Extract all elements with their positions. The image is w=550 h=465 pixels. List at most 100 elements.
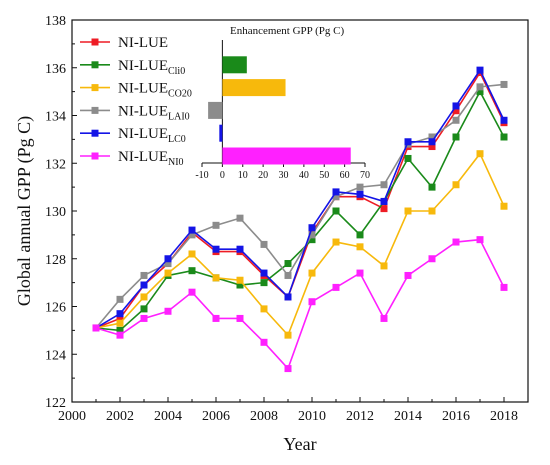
series-line-3	[95, 83, 505, 329]
series-point-5	[212, 314, 220, 322]
series-point-5	[92, 324, 100, 332]
inset-x-tick-label: 50	[319, 170, 329, 181]
inset-x-tick-label: -10	[195, 170, 208, 181]
series-point-5	[164, 307, 172, 315]
series-point-2	[356, 243, 364, 251]
legend-subscript-2: CO20	[168, 89, 192, 100]
series-point-1	[140, 305, 148, 313]
series-point-4	[404, 138, 412, 146]
series-point-5	[356, 269, 364, 277]
series-point-3	[140, 271, 148, 279]
series-point-4	[212, 245, 220, 253]
series-point-4	[260, 269, 268, 277]
series-point-3	[116, 295, 124, 303]
inset-bar-2	[222, 79, 286, 97]
series-point-3	[284, 271, 292, 279]
inset-x-tick-label: 40	[299, 170, 309, 181]
series-point-4	[116, 310, 124, 318]
series-point-1	[308, 236, 316, 244]
series-point-4	[188, 226, 196, 234]
series-point-5	[476, 236, 484, 244]
y-tick-label: 126	[45, 301, 66, 316]
series-point-2	[476, 150, 484, 158]
series-point-5	[428, 255, 436, 263]
series-point-4	[308, 224, 316, 232]
series-point-4	[452, 102, 460, 110]
x-axis-title: Year	[283, 434, 316, 454]
legend-marker-0	[91, 38, 99, 46]
series-point-3	[188, 231, 196, 239]
legend-label-1: NI-LUECli0	[118, 58, 185, 77]
series-point-2	[260, 305, 268, 313]
series-point-1	[356, 231, 364, 239]
series-point-3	[356, 183, 364, 191]
x-tick-label: 2018	[490, 409, 518, 424]
series-point-1	[332, 207, 340, 215]
y-tick-label: 132	[45, 157, 66, 172]
series-point-1	[236, 281, 244, 289]
series-point-3	[212, 221, 220, 229]
series-point-5	[236, 314, 244, 322]
legend-label-3: NI-LUELAI0	[118, 103, 190, 122]
series-line-4	[95, 68, 505, 329]
series-point-0	[380, 205, 388, 213]
x-tick-label: 2006	[202, 409, 230, 424]
series-point-3	[332, 193, 340, 201]
y-tick-label: 136	[45, 62, 66, 77]
series-point-2	[500, 202, 508, 210]
inset-bar-4	[219, 124, 223, 142]
inset-bar-5	[222, 147, 351, 165]
inset-x-tick-label: 70	[360, 170, 370, 181]
series-point-4	[476, 66, 484, 74]
inset-x-tick-label: 10	[238, 170, 248, 181]
series-point-2	[332, 238, 340, 246]
y-axis-title: Global annual GPP (Pg C)	[14, 116, 35, 306]
series-point-5	[140, 314, 148, 322]
series-point-2	[188, 250, 196, 258]
series-point-5	[380, 314, 388, 322]
series-point-4	[380, 197, 388, 205]
x-tick-label: 2008	[250, 409, 278, 424]
series-point-5	[332, 283, 340, 291]
series-point-2	[116, 319, 124, 327]
series-point-3	[452, 116, 460, 124]
series-point-2	[164, 269, 172, 277]
legend-marker-4	[91, 129, 99, 137]
legend-label-5: NI-LUENI0	[118, 149, 184, 168]
inset-x-tick-label: 20	[258, 170, 268, 181]
series-point-4	[236, 245, 244, 253]
series-point-0	[428, 143, 436, 151]
y-tick-label: 128	[45, 253, 66, 268]
inset-title: Enhancement GPP (Pg C)	[230, 25, 344, 37]
y-tick-label: 138	[45, 14, 66, 29]
legend-subscript-3: LAI0	[168, 111, 190, 122]
x-tick-label: 2014	[394, 409, 422, 424]
series-point-1	[500, 133, 508, 141]
legend-subscript-1: Cli0	[168, 66, 185, 77]
series-point-1	[452, 133, 460, 141]
plot-frame	[71, 19, 529, 403]
series-point-4	[356, 190, 364, 198]
series-point-5	[404, 271, 412, 279]
series-point-2	[236, 276, 244, 284]
series-point-2	[404, 207, 412, 215]
series-point-3	[164, 260, 172, 268]
series-point-2	[140, 293, 148, 301]
x-tick-label: 2000	[58, 409, 86, 424]
series-point-5	[452, 238, 460, 246]
series-point-2	[428, 207, 436, 215]
x-tick-label: 2004	[154, 409, 182, 424]
series-line-1	[95, 89, 505, 332]
legend-subscript-4: LC0	[168, 134, 186, 145]
series-point-3	[260, 240, 268, 248]
series-point-3	[476, 83, 484, 91]
series-point-4	[164, 255, 172, 263]
series-point-2	[452, 181, 460, 189]
series-point-1	[188, 267, 196, 275]
series-point-5	[500, 283, 508, 291]
y-tick-label: 122	[45, 396, 66, 411]
series-point-0	[452, 107, 460, 115]
legend-label-0: NI-LUE	[118, 35, 168, 51]
series-point-3	[308, 231, 316, 239]
